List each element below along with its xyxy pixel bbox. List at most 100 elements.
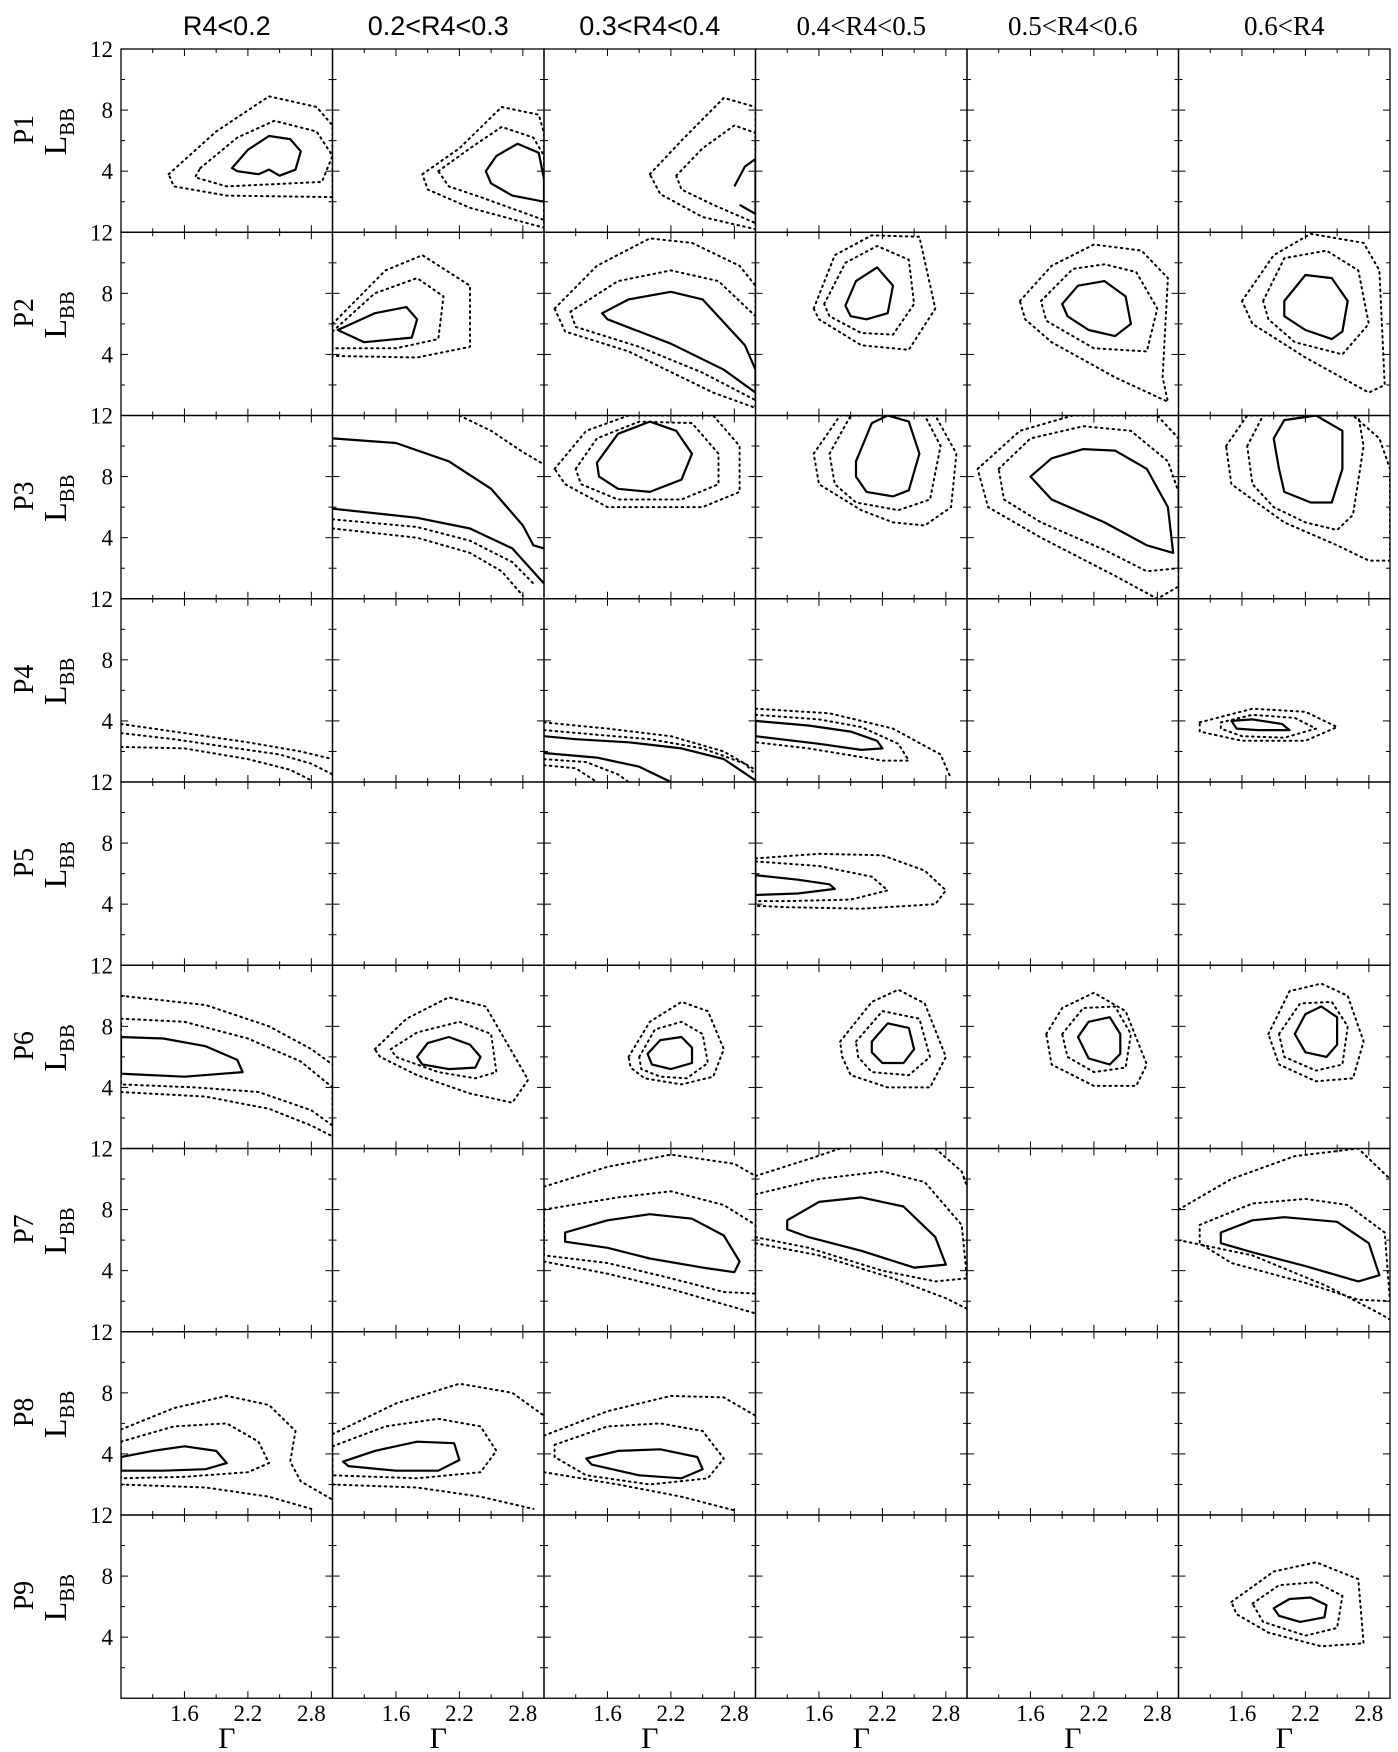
contour-outer	[553, 237, 756, 409]
contour-inner	[1272, 415, 1344, 504]
panel-frame	[331, 781, 545, 966]
contour-middle	[997, 425, 1179, 573]
panel-frame	[331, 231, 545, 417]
contour-inner	[786, 1196, 948, 1269]
y-tick-label: 4	[102, 1259, 114, 1284]
contour-outer	[332, 527, 524, 597]
contour-middle	[855, 1010, 931, 1077]
contour-outer	[627, 1000, 725, 1086]
x-axis-label: Γ	[1064, 1722, 1081, 1752]
row-label: P4	[9, 665, 40, 695]
contour-group-p4-col-1	[121, 723, 333, 782]
x-tick-label: 1.6	[170, 1701, 199, 1726]
column-title: 0.6<R4	[1244, 11, 1325, 41]
y-axis-label: LBB	[37, 658, 79, 706]
contour-inner	[332, 507, 544, 585]
contour-group-p3-col-5	[976, 415, 1179, 599]
y-tick-label: 12	[90, 37, 113, 62]
contour-middle	[332, 277, 445, 350]
contour-group-p6-col-6	[1267, 982, 1365, 1083]
panel-p5-col-2	[331, 781, 545, 966]
contour-inner	[1230, 718, 1291, 732]
contour-middle	[828, 415, 942, 512]
row-label: P2	[9, 298, 40, 328]
contour-group-p2-col-5	[1018, 243, 1169, 403]
y-tick-label: 12	[90, 953, 113, 978]
x-axis-label: Γ	[1276, 1722, 1293, 1752]
panel-frame	[120, 414, 334, 600]
y-tick-label: 8	[102, 831, 114, 856]
panel-p4-col-4	[754, 598, 968, 783]
contour-middle	[553, 1422, 725, 1486]
contour-inner	[1076, 1016, 1122, 1066]
panel-p8-col-1	[120, 1331, 334, 1516]
panel-frame	[331, 1331, 545, 1516]
contour-outer	[1267, 982, 1365, 1083]
panel-frame	[120, 1514, 334, 1699]
panel-p4-col-5	[966, 598, 1180, 783]
contour-outer	[458, 415, 544, 466]
y-tick-label: 12	[90, 1320, 113, 1345]
contour-group-p6-col-1	[121, 994, 333, 1138]
x-tick-label: 2.8	[931, 1701, 960, 1726]
row-label: P8	[9, 1398, 40, 1428]
panel-p4-col-2	[331, 598, 545, 783]
contour-middle	[544, 1190, 756, 1295]
y-axis-label: LBB	[37, 1207, 79, 1255]
panel-p2-col-5	[966, 231, 1180, 417]
contour-outer	[167, 95, 333, 199]
contour-inner	[854, 415, 921, 498]
contour-inner	[870, 1022, 916, 1065]
contour-middle	[755, 713, 910, 762]
y-tick-label: 12	[90, 587, 113, 612]
contour-middle	[332, 1417, 498, 1480]
contour-middle	[1251, 1581, 1344, 1637]
panel-p9-col-5	[966, 1514, 1180, 1699]
contour-inner	[1283, 273, 1349, 341]
panel-frame	[754, 1147, 968, 1333]
contour-middle	[755, 1170, 967, 1283]
panel-p8-col-4	[754, 1331, 968, 1516]
panel-p8-col-2	[331, 1331, 545, 1516]
y-tick-label: 4	[102, 1625, 114, 1650]
panel-frame	[543, 48, 757, 233]
y-tick-label: 4	[102, 159, 114, 184]
contour-outer	[121, 723, 333, 761]
panel-p2-col-2	[331, 231, 545, 417]
contour-middle	[1246, 415, 1365, 531]
y-tick-label: 8	[102, 648, 114, 673]
contour-group-p1-col-3	[648, 96, 756, 231]
contour-group-p3-col-6	[1225, 415, 1390, 562]
panel-p9-col-3	[543, 1514, 757, 1699]
y-tick-label: 8	[102, 465, 114, 490]
panel-frame	[966, 231, 1180, 417]
panel-p5-col-6	[1177, 781, 1391, 966]
contour-outer	[373, 996, 530, 1104]
y-axis-label: LBB	[37, 841, 79, 889]
contour-inner	[230, 134, 302, 177]
panel-frame	[966, 781, 1180, 966]
y-tick-label: 4	[102, 342, 114, 367]
contour-inner	[563, 1213, 741, 1274]
panel-p3-col-5	[966, 414, 1180, 600]
contour-outer	[755, 707, 953, 780]
contour-group-p6-col-5	[1045, 991, 1148, 1087]
contour-group-p1-col-1	[167, 95, 333, 199]
panel-p3-col-2	[331, 414, 545, 600]
y-tick-label: 4	[102, 1442, 114, 1467]
contour-inner	[484, 142, 544, 203]
panel-frame	[331, 964, 545, 1150]
row-label: P9	[9, 1581, 40, 1611]
panel-frame	[754, 1514, 968, 1699]
contour-inner	[1272, 1596, 1328, 1624]
column-title: 0.4<R4<0.5	[797, 11, 926, 41]
contour-outer	[332, 254, 471, 359]
contour-group-p4-col-3	[544, 721, 756, 782]
panel-frame	[966, 414, 1180, 600]
panel-p8-col-5	[966, 1331, 1180, 1516]
column-title: 0.5<R4<0.6	[1008, 11, 1137, 41]
x-tick-label: 2.2	[657, 1701, 686, 1726]
panel-frame	[754, 781, 968, 966]
contour-group-p3-col-4	[812, 415, 958, 527]
